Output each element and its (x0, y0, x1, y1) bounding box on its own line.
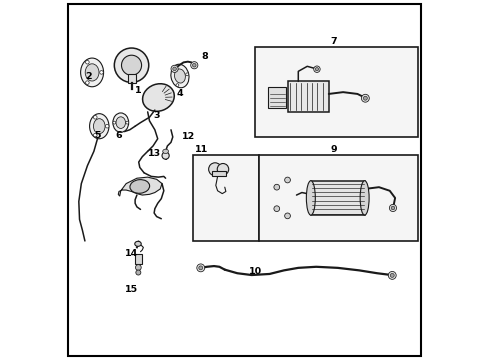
Circle shape (100, 71, 103, 74)
Ellipse shape (89, 114, 109, 139)
Ellipse shape (306, 181, 315, 215)
Text: 15: 15 (125, 285, 138, 294)
Text: 1: 1 (135, 86, 142, 95)
Polygon shape (118, 177, 162, 196)
Ellipse shape (163, 149, 168, 153)
Bar (255, 47, 418, 137)
Circle shape (93, 116, 97, 119)
Circle shape (185, 73, 188, 76)
Circle shape (85, 81, 89, 84)
Circle shape (273, 184, 279, 190)
Circle shape (284, 213, 290, 219)
Text: 12: 12 (182, 132, 195, 141)
Ellipse shape (170, 64, 189, 88)
Circle shape (192, 63, 196, 67)
Circle shape (313, 66, 320, 72)
Circle shape (171, 65, 178, 72)
Circle shape (217, 163, 228, 175)
Text: 4: 4 (176, 89, 183, 98)
Circle shape (315, 68, 318, 71)
Ellipse shape (142, 84, 174, 111)
Circle shape (284, 177, 290, 183)
Text: 10: 10 (248, 267, 261, 276)
Ellipse shape (130, 180, 149, 193)
Text: 8: 8 (201, 52, 208, 61)
Circle shape (387, 271, 395, 279)
Bar (192, 155, 258, 241)
Circle shape (190, 62, 198, 69)
Circle shape (114, 48, 148, 82)
Text: 9: 9 (330, 145, 337, 154)
Circle shape (121, 55, 142, 75)
Circle shape (363, 96, 366, 100)
Ellipse shape (360, 181, 368, 215)
Ellipse shape (85, 64, 99, 81)
Bar (287, 81, 328, 112)
Bar (211, 171, 225, 176)
Ellipse shape (93, 119, 105, 134)
Circle shape (273, 206, 279, 212)
Circle shape (136, 270, 141, 275)
Circle shape (173, 67, 176, 70)
Bar (135, 254, 142, 264)
Circle shape (390, 206, 394, 210)
Circle shape (93, 133, 97, 137)
Text: 6: 6 (116, 131, 122, 140)
Circle shape (208, 163, 221, 176)
Bar (258, 155, 418, 241)
Circle shape (196, 264, 204, 272)
Circle shape (388, 204, 396, 212)
Text: 2: 2 (85, 72, 92, 81)
Circle shape (389, 273, 393, 277)
Text: 14: 14 (124, 249, 138, 258)
Circle shape (162, 152, 169, 159)
Ellipse shape (135, 241, 141, 246)
Circle shape (361, 94, 368, 102)
Circle shape (105, 125, 109, 128)
Text: 13: 13 (148, 149, 161, 158)
Circle shape (125, 121, 128, 124)
Ellipse shape (174, 69, 185, 83)
Circle shape (113, 121, 116, 124)
Circle shape (176, 84, 179, 86)
Ellipse shape (81, 58, 103, 87)
Ellipse shape (113, 113, 128, 132)
Circle shape (172, 67, 176, 71)
Circle shape (85, 60, 89, 64)
Bar (310, 181, 364, 215)
Circle shape (198, 266, 203, 270)
Bar (267, 87, 286, 108)
Circle shape (135, 265, 141, 270)
Bar (128, 74, 136, 83)
Text: 7: 7 (330, 37, 337, 46)
Text: 5: 5 (94, 131, 101, 140)
Text: 11: 11 (194, 145, 208, 154)
Ellipse shape (116, 117, 125, 129)
Text: 3: 3 (153, 111, 160, 120)
